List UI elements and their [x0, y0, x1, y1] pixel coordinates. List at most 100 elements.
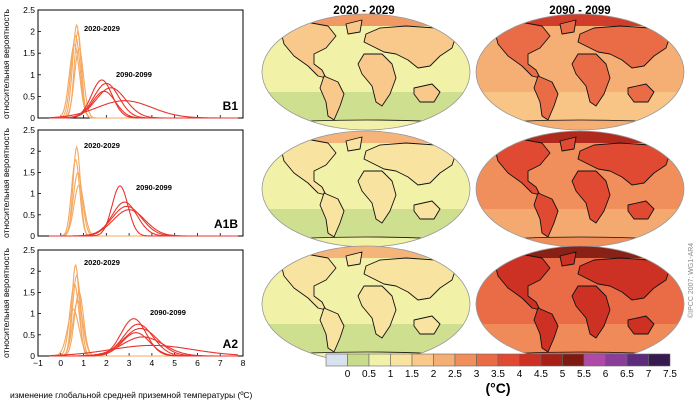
- colorbar-tick-label: 3: [474, 369, 480, 380]
- y-axis-title: относительная вероятность: [1, 127, 11, 238]
- colorbar-tick-label: 1: [388, 369, 394, 380]
- pdf-curve-2020-2029: [49, 184, 238, 237]
- continent-outline: [279, 21, 337, 79]
- colorbar-unit: (°C): [485, 380, 510, 396]
- map-column-title-2020: 2020 - 2029: [333, 5, 394, 17]
- scenario-label: B1: [223, 99, 239, 113]
- colorbar-tick-label: 7: [646, 369, 652, 380]
- colorbar-swatch: [325, 353, 348, 367]
- continent-outline: [357, 285, 397, 339]
- continent-outline: [413, 200, 441, 220]
- continent-outline: [493, 138, 551, 196]
- map-border: [475, 13, 685, 131]
- x-tick-label: 6: [195, 358, 200, 368]
- continent-outline: [627, 83, 655, 103]
- colorbar-tick-label: 6: [603, 369, 609, 380]
- annotation-2020-2029: 2020-2029: [84, 24, 120, 33]
- map-a2-2020: [261, 245, 471, 363]
- colorbar-swatch: [605, 353, 628, 367]
- continent-outline: [559, 136, 577, 152]
- colorbar-tick-label: 2.5: [448, 369, 462, 380]
- colorbar-tick-label: 1.5: [405, 369, 419, 380]
- continent-outline: [627, 315, 655, 335]
- continent-outline: [571, 285, 611, 339]
- y-tick-label: 0: [30, 113, 35, 123]
- panel-b1: 0 0.5 1 1.5 2 2.5 относительная вероятность 202…: [1, 5, 244, 123]
- y-tick-label: 0: [30, 351, 35, 361]
- continent-outline: [345, 251, 363, 267]
- pdf-curve-2090-2099: [49, 344, 238, 357]
- continent-outline: [559, 19, 577, 35]
- continent-outline: [571, 53, 611, 107]
- continent-outline: [493, 253, 551, 311]
- colorbar-swatch: [626, 353, 649, 367]
- colorbar-swatch: [347, 353, 370, 367]
- y-tick-label: 2: [30, 27, 35, 37]
- pdf-curve-2090-2099: [49, 82, 238, 119]
- continent-outline: [279, 253, 337, 311]
- colorbar-tick-label: 2: [431, 369, 437, 380]
- pdf-curve-2090-2099: [49, 185, 238, 237]
- x-tick-label: 7: [218, 358, 223, 368]
- colorbar-tick-label: 4: [517, 369, 523, 380]
- colorbar-tick-label: 3.5: [491, 369, 505, 380]
- continent-outline: [493, 21, 551, 79]
- y-tick-label: 2: [30, 266, 35, 276]
- colorbar-tick-label: 4.5: [534, 369, 548, 380]
- pdf-curve-2020-2029: [49, 308, 238, 357]
- colorbar-tick-label: 0.5: [362, 369, 376, 380]
- x-tick-label: −1: [33, 358, 43, 368]
- colorbar-swatch: [454, 353, 477, 367]
- pdf-curve-2020-2029: [49, 274, 238, 357]
- y-tick-label: 0.5: [23, 330, 35, 340]
- colorbar-swatch: [648, 353, 671, 367]
- x-tick-label: 1: [81, 358, 86, 368]
- continent-outline: [345, 19, 363, 35]
- annotation-2090-2099: 2090-2099: [150, 308, 186, 317]
- continent-outline: [363, 25, 457, 69]
- y-tick-label: 0: [30, 231, 35, 241]
- y-tick-label: 1.5: [23, 167, 35, 177]
- continent-outline: [363, 257, 457, 301]
- continent-outline: [559, 251, 577, 267]
- continent-outline: [357, 53, 397, 107]
- map-b1-2020: [261, 13, 471, 131]
- colorbar-swatch: [583, 353, 606, 367]
- map-border: [261, 13, 471, 131]
- y-tick-label: 1: [30, 70, 35, 80]
- map-column-title-2090: 2090 - 2099: [549, 5, 610, 17]
- continent-outline: [413, 315, 441, 335]
- annotation-2090-2099: 2090-2099: [136, 183, 172, 192]
- colorbar-tick-label: 6.5: [620, 369, 634, 380]
- map-grid: [261, 13, 685, 363]
- colorbar-swatch: [368, 353, 391, 367]
- map-a1b-2090: [475, 130, 685, 248]
- y-tick-label: 2: [30, 146, 35, 156]
- pdf-curve-2090-2099: [49, 209, 238, 237]
- pdf-curve-2090-2099: [49, 100, 238, 119]
- x-axis-title: изменение глобальной средней приземной т…: [10, 390, 253, 400]
- continent-outline: [345, 136, 363, 152]
- colorbar-swatch: [411, 353, 434, 367]
- y-tick-label: 2.5: [23, 5, 35, 15]
- colorbar-tick-label: 5: [560, 369, 566, 380]
- scenario-label: A1B: [214, 217, 238, 231]
- continent-outline: [577, 142, 671, 186]
- colorbar-swatch: [476, 353, 499, 367]
- continent-outline: [413, 83, 441, 103]
- y-axis-title: относительная вероятность: [1, 247, 11, 358]
- y-axis-title: относительная вероятность: [1, 8, 11, 119]
- colorbar: 0 0.5 1 1.5 2 2.5 3 3.5 4 4.5 5 5.5 6 6.5 7 7.5: [325, 353, 677, 380]
- map-b1-2090: [475, 13, 685, 131]
- x-tick-label: 0: [58, 358, 63, 368]
- continent-outline: [577, 25, 671, 69]
- continent-outline: [577, 257, 671, 301]
- map-a2-2090: [475, 245, 685, 363]
- pdf-curve-2090-2099: [49, 336, 238, 357]
- annotation-2020-2029: 2020-2029: [84, 141, 120, 150]
- continent-outline: [571, 170, 611, 224]
- continent-outline: [627, 200, 655, 220]
